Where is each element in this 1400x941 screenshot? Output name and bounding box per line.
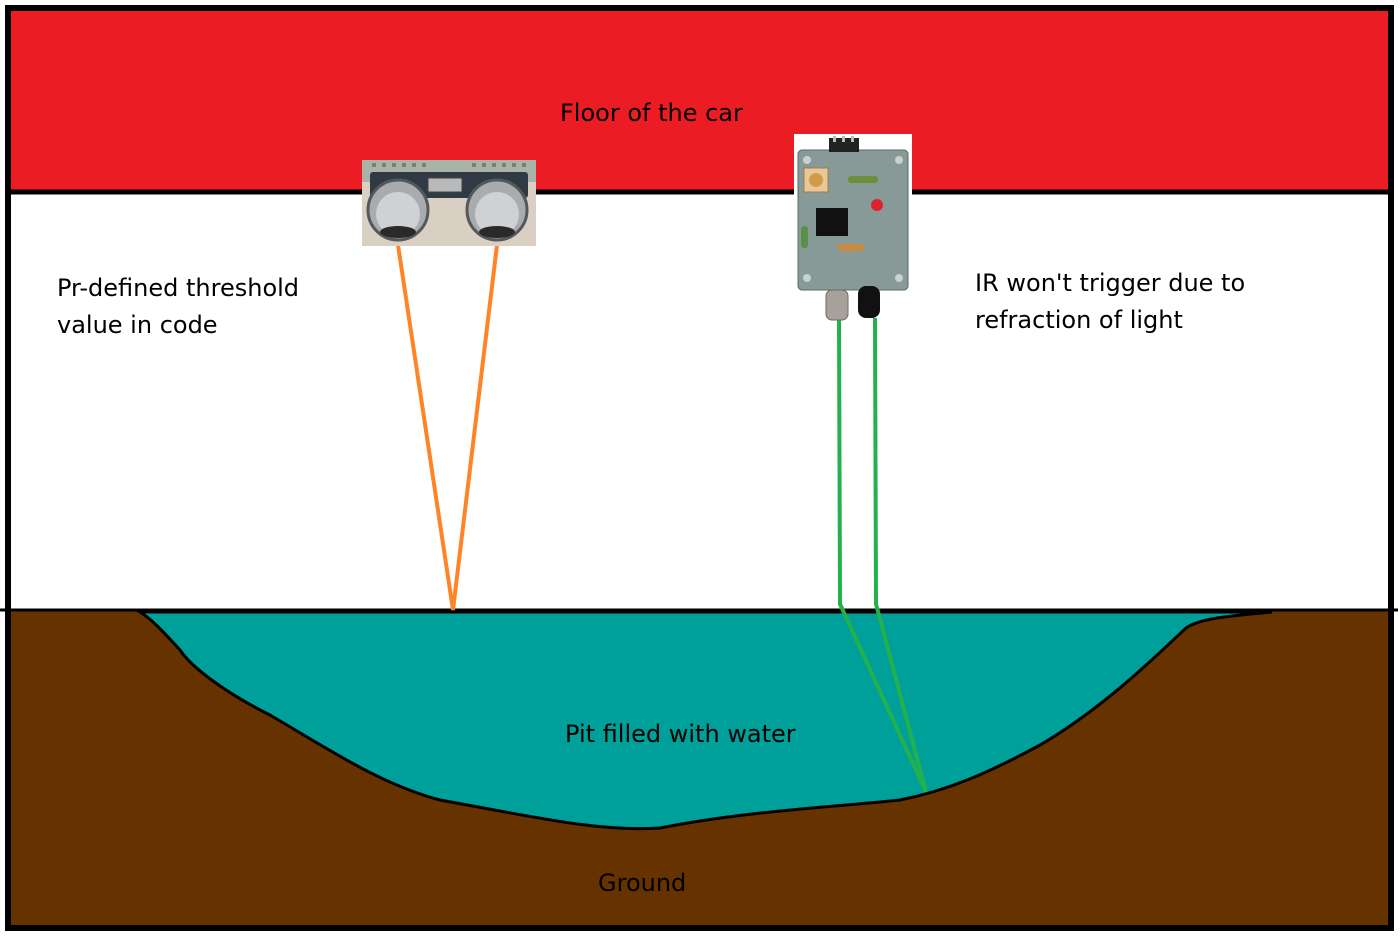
ir-emitter-led — [825, 289, 849, 321]
ultrasonic-sensor-icon — [362, 160, 536, 246]
ir-refraction-label: IR won't trigger due to refraction of li… — [975, 269, 1246, 334]
ground-label: Ground — [598, 869, 687, 897]
ir-beam-emitter — [837, 317, 928, 793]
ultrasonic-beam — [396, 244, 499, 611]
floor-label: Floor of the car — [560, 99, 743, 127]
ir-sensor-module-icon — [794, 134, 912, 321]
water-pit — [134, 610, 1273, 831]
diagram-frame — [5, 5, 1394, 931]
ir-receiver-led — [858, 286, 880, 318]
pit-label: Pit filled with water — [565, 720, 796, 748]
car-floor — [8, 8, 1391, 191]
threshold-label: Pr-defined threshold value in code — [57, 274, 300, 339]
ir-beam-receiver — [873, 317, 928, 793]
